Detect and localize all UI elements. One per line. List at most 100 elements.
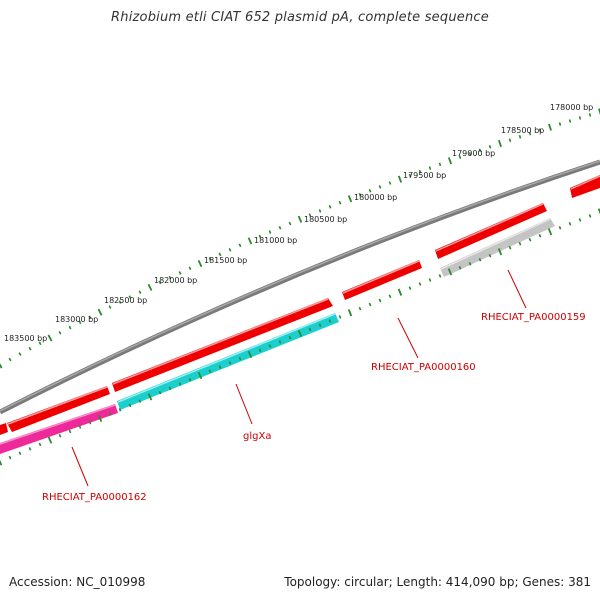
major-tick	[197, 371, 203, 380]
minor-tick	[378, 185, 382, 189]
minor-tick	[38, 341, 42, 346]
minor-tick	[178, 382, 182, 386]
minor-tick	[258, 234, 262, 239]
minor-tick	[408, 173, 412, 178]
minor-tick	[468, 262, 472, 266]
minor-tick	[68, 429, 72, 434]
minor-tick	[488, 145, 492, 149]
ruler-tick-label: 183000 bp	[55, 315, 98, 324]
minor-tick	[578, 218, 582, 222]
major-tick	[498, 139, 502, 148]
minor-tick	[438, 162, 442, 167]
major-tick	[47, 436, 53, 444]
gene-arrow-glgXa[interactable]	[117, 313, 339, 410]
gene-highlight	[440, 218, 551, 270]
minor-tick	[238, 356, 242, 361]
minor-tick	[58, 331, 62, 335]
minor-tick	[368, 302, 372, 307]
gene-label-glgxa[interactable]: glgXa	[243, 431, 271, 442]
major-tick	[0, 363, 3, 369]
map-title: Rhizobium etli CIAT 652 plasmid pA, comp…	[111, 10, 489, 25]
gene-arrow-forward[interactable]	[112, 298, 333, 392]
minor-tick	[558, 226, 562, 230]
minor-tick	[288, 221, 292, 226]
gene-highlight	[7, 175, 600, 425]
minor-tick	[88, 420, 92, 425]
minor-tick	[168, 386, 172, 391]
gene-label-pa0000162[interactable]: RHECIAT_PA0000162	[42, 492, 147, 503]
minor-tick	[68, 325, 72, 330]
major-tick	[347, 195, 353, 203]
minor-tick	[568, 119, 572, 123]
minor-tick	[8, 455, 12, 460]
minor-tick	[318, 323, 322, 327]
minor-tick	[58, 433, 62, 438]
major-tick	[347, 309, 353, 317]
backbone-highlight	[0, 160, 600, 412]
gene-arrow-forward[interactable]	[0, 423, 8, 435]
minor-tick	[528, 237, 532, 242]
gene-label-pa0000159[interactable]: RHECIAT_PA0000159	[481, 312, 586, 323]
outer-ruler-ticks	[0, 108, 600, 369]
minor-tick	[468, 151, 472, 156]
minor-tick	[288, 335, 292, 340]
minor-tick	[508, 245, 512, 250]
minor-tick	[328, 205, 332, 209]
minor-tick	[308, 213, 312, 217]
minor-tick	[538, 233, 542, 238]
minor-tick	[428, 166, 432, 170]
ruler-tick-label: 181000 bp	[254, 236, 297, 245]
ruler-tick-label: 179500 bp	[403, 171, 446, 180]
gene-arrow-forward[interactable]	[435, 203, 547, 259]
minor-tick	[188, 266, 192, 271]
minor-tick	[418, 282, 422, 286]
gene-arrow-forward[interactable]	[7, 386, 110, 432]
minor-tick	[458, 155, 462, 160]
gene-arrow-pseudo[interactable]	[440, 218, 555, 277]
ruler-tick-label: 178500 bp	[501, 126, 544, 135]
gene-highlight	[117, 313, 336, 403]
major-tick	[547, 228, 553, 236]
minor-tick	[228, 248, 232, 252]
minor-tick	[478, 148, 482, 153]
minor-tick	[278, 225, 282, 230]
major-tick	[97, 308, 103, 316]
minor-tick	[358, 192, 362, 197]
gene-arrow-magenta[interactable]	[0, 404, 118, 454]
minor-tick	[8, 357, 12, 362]
minor-tick	[218, 365, 222, 369]
minor-tick	[358, 306, 362, 311]
minor-tick	[368, 189, 372, 193]
minor-tick	[328, 319, 332, 323]
gene-arrow-forward[interactable]	[342, 260, 422, 300]
major-tick	[297, 329, 303, 338]
gene-arrow-forward[interactable]	[570, 175, 600, 198]
major-tick	[47, 334, 53, 342]
major-tick	[197, 260, 203, 268]
minor-tick	[458, 266, 462, 270]
minor-tick	[208, 257, 212, 261]
minor-tick	[438, 274, 442, 278]
minor-tick	[78, 425, 82, 429]
minor-tick	[208, 369, 212, 374]
minor-tick	[128, 295, 132, 299]
minor-tick	[478, 257, 482, 262]
minor-tick	[28, 447, 32, 451]
minor-tick	[138, 399, 142, 403]
minor-tick	[88, 315, 92, 320]
minor-tick	[488, 253, 492, 258]
minor-tick	[388, 294, 392, 299]
minor-tick	[518, 241, 522, 246]
major-tick	[397, 175, 403, 183]
forward-strand-genes	[0, 175, 600, 435]
reverse-strand-genes	[0, 218, 555, 454]
minor-tick	[578, 116, 582, 120]
ruler-tick-label: 181500 bp	[204, 256, 247, 265]
major-tick	[397, 288, 403, 296]
minor-tick	[238, 243, 242, 248]
major-tick	[147, 283, 153, 291]
minor-tick	[508, 138, 512, 142]
gene-label-pa0000160[interactable]: RHECIAT_PA0000160	[371, 362, 476, 373]
ruler-tick-label: 179000 bp	[452, 149, 495, 158]
